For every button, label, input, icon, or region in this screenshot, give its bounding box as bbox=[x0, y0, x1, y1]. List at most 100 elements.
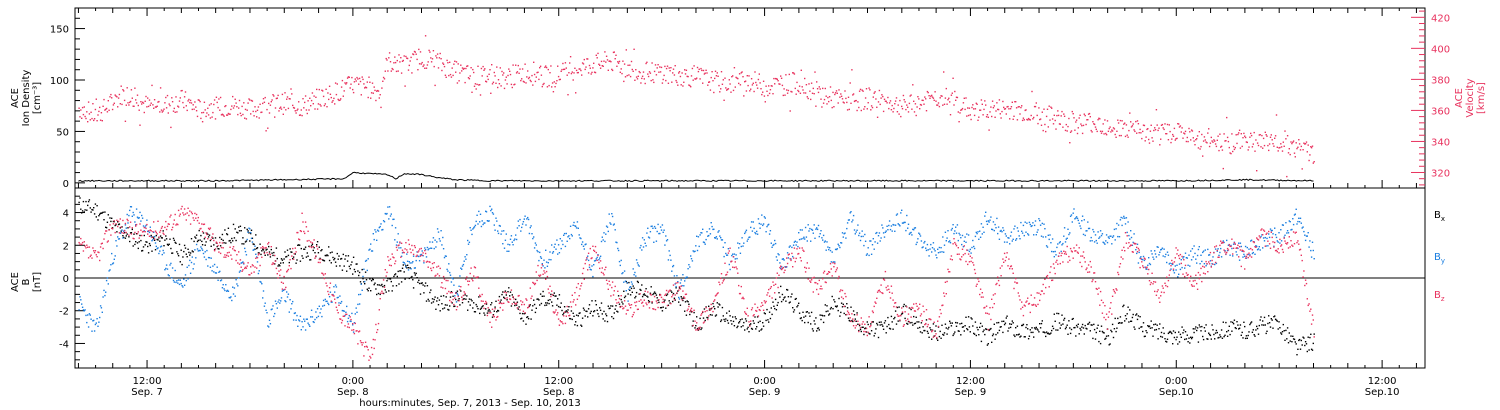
b-point-by bbox=[112, 262, 115, 264]
velocity-point bbox=[1293, 152, 1296, 154]
b-point-bx bbox=[695, 325, 697, 327]
b-point-by bbox=[1056, 246, 1058, 249]
b-point-by bbox=[1222, 240, 1224, 242]
b-point-by bbox=[129, 206, 132, 208]
velocity-point bbox=[150, 102, 152, 104]
b-point-by bbox=[543, 259, 545, 261]
velocity-point bbox=[495, 82, 497, 84]
b-point-bx bbox=[1070, 328, 1073, 331]
b-point-bx bbox=[425, 300, 428, 302]
b-point-by bbox=[1161, 247, 1164, 249]
velocity-point bbox=[1214, 143, 1217, 145]
velocity-point bbox=[277, 94, 279, 97]
b-point-by bbox=[475, 220, 477, 223]
b-point-by bbox=[269, 323, 272, 325]
b-point-by bbox=[565, 232, 567, 235]
b-point-bx bbox=[1120, 322, 1122, 324]
velocity-point bbox=[869, 89, 871, 91]
b-point-bx bbox=[195, 237, 197, 239]
b-point-bx bbox=[333, 259, 335, 261]
b-point-by bbox=[609, 222, 611, 224]
b-point-bx bbox=[505, 294, 507, 296]
b-point-bx bbox=[1211, 324, 1213, 326]
b-point-bx bbox=[767, 319, 769, 321]
velocity-point bbox=[669, 70, 671, 72]
velocity-point bbox=[951, 92, 953, 94]
velocity-point bbox=[1174, 139, 1176, 141]
b-point-by bbox=[627, 300, 629, 302]
b-point-by bbox=[640, 244, 642, 247]
b-point-by bbox=[1027, 233, 1029, 235]
velocity-point bbox=[776, 78, 778, 80]
b-point-by bbox=[816, 228, 819, 231]
velocity-point bbox=[791, 91, 793, 93]
b-point-bx bbox=[572, 312, 574, 314]
velocity-point bbox=[1149, 130, 1152, 132]
b-point-bx bbox=[1133, 326, 1135, 328]
b-point-by bbox=[176, 280, 178, 282]
b-point-bx bbox=[100, 212, 103, 214]
b-point-by bbox=[1289, 221, 1291, 223]
b-point-by bbox=[322, 299, 325, 302]
b-point-bx bbox=[739, 319, 742, 321]
b-point-by bbox=[82, 309, 85, 311]
b-point-by bbox=[336, 297, 338, 299]
b-point-bz bbox=[197, 216, 199, 219]
velocity-point bbox=[99, 106, 101, 109]
b-point-bz bbox=[349, 316, 351, 318]
velocity-point bbox=[655, 74, 658, 76]
b-point-bx bbox=[1091, 324, 1093, 326]
b-point-by bbox=[939, 251, 941, 253]
velocity-point bbox=[292, 104, 294, 107]
velocity-point bbox=[733, 67, 736, 69]
velocity-point bbox=[567, 94, 569, 96]
b-point-by bbox=[429, 241, 431, 243]
b-point-bx bbox=[479, 308, 482, 310]
b-point-bx bbox=[774, 307, 776, 310]
b-point-by bbox=[300, 329, 302, 331]
b-point-bz bbox=[456, 306, 459, 308]
b-point-bx bbox=[697, 329, 700, 331]
b-point-by bbox=[982, 226, 984, 228]
b-point-bx bbox=[459, 304, 461, 306]
b-point-bz bbox=[81, 241, 84, 244]
b-point-bx bbox=[991, 341, 993, 343]
velocity-point bbox=[873, 92, 875, 94]
b-point-bx bbox=[86, 209, 88, 211]
velocity-point bbox=[369, 81, 371, 83]
velocity-point bbox=[147, 97, 149, 99]
b-point-bx bbox=[735, 318, 737, 320]
velocity-point bbox=[324, 103, 326, 105]
b-point-bx bbox=[489, 310, 491, 312]
b-point-bx bbox=[613, 312, 615, 314]
velocity-point bbox=[545, 65, 547, 67]
velocity-point bbox=[1112, 127, 1115, 129]
b-point-by bbox=[1141, 258, 1143, 261]
velocity-point bbox=[1277, 150, 1279, 152]
velocity-point bbox=[557, 65, 559, 67]
b-point-bx bbox=[236, 231, 238, 233]
b-point-bx bbox=[370, 280, 373, 282]
velocity-point bbox=[397, 70, 399, 72]
b-point-by bbox=[87, 314, 89, 316]
velocity-point bbox=[167, 112, 169, 114]
b-point-by bbox=[608, 213, 610, 215]
velocity-point bbox=[424, 67, 426, 69]
b-point-bz bbox=[166, 225, 169, 228]
b-point-bx bbox=[515, 304, 518, 306]
b-point-bx bbox=[1187, 341, 1189, 343]
b-point-bx bbox=[1103, 332, 1105, 334]
velocity-point bbox=[659, 71, 662, 73]
b-point-by bbox=[200, 246, 202, 248]
b-point-bx bbox=[810, 311, 813, 314]
b-point-by bbox=[1150, 250, 1152, 252]
b-point-bx bbox=[909, 322, 911, 324]
b-point-by bbox=[1077, 219, 1079, 222]
b-point-bx bbox=[649, 292, 652, 294]
velocity-point bbox=[766, 90, 768, 92]
velocity-point bbox=[1185, 140, 1188, 143]
b-point-bx bbox=[890, 315, 893, 318]
b-tick-label: 2 bbox=[63, 241, 69, 252]
velocity-point bbox=[675, 79, 677, 82]
b-point-by bbox=[1293, 214, 1296, 216]
